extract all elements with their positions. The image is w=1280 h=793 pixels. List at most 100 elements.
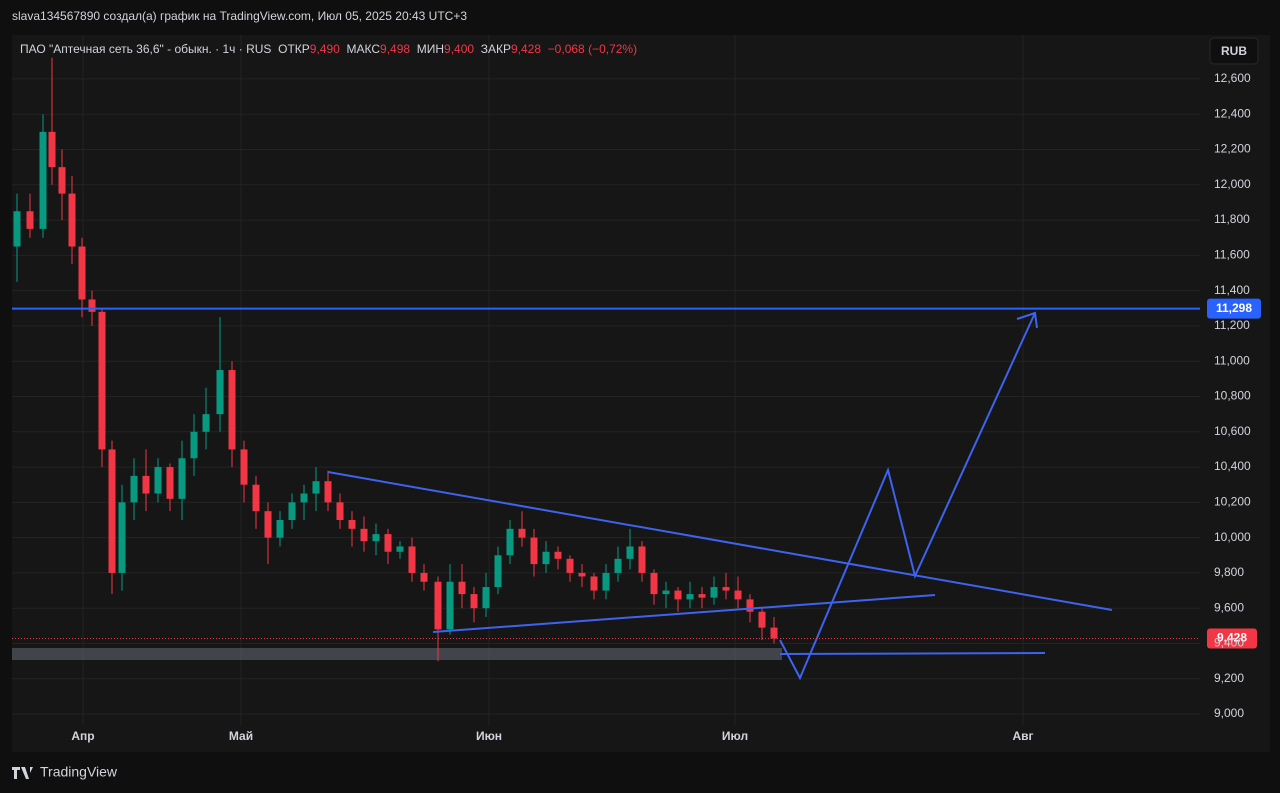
candle-body xyxy=(746,599,754,612)
candle-body xyxy=(300,493,308,503)
candle-body xyxy=(190,431,198,459)
candle-body xyxy=(710,587,718,598)
y-tick-label: 10,400 xyxy=(1214,459,1251,473)
candle-body xyxy=(372,534,380,542)
candle-body xyxy=(770,627,778,639)
arrow-head xyxy=(1016,311,1038,329)
y-tick-label: 9,400 xyxy=(1214,636,1244,650)
x-tick-label: Апр xyxy=(71,729,94,743)
logo-icon xyxy=(12,767,33,779)
candle-body xyxy=(154,467,162,494)
last-price-label: 9,428 xyxy=(1217,631,1247,645)
candle-body xyxy=(662,590,670,595)
candle-body xyxy=(396,546,404,552)
candle-body xyxy=(48,131,56,168)
candle-body xyxy=(166,467,174,499)
y-tick-label: 11,600 xyxy=(1214,248,1250,262)
candle-body xyxy=(360,528,368,542)
brand: TradingView xyxy=(40,764,118,780)
candle-body xyxy=(228,370,236,450)
candle-body xyxy=(458,581,466,595)
candle-body xyxy=(590,576,598,591)
change-pct: (−0,72%) xyxy=(588,42,638,56)
candle-body xyxy=(118,502,126,573)
candle-body xyxy=(13,211,21,247)
candle-body xyxy=(614,558,622,573)
y-tick-label: 10,600 xyxy=(1214,424,1251,438)
candle-body xyxy=(674,590,682,600)
last-price-tag xyxy=(1207,628,1257,649)
open-label: ОТКР xyxy=(278,42,310,56)
candle-body xyxy=(336,502,344,520)
chart-title: slava134567890 создал(а) график на Tradi… xyxy=(12,9,467,23)
drawings xyxy=(327,311,1113,681)
candle-body xyxy=(240,449,248,485)
candle-body xyxy=(434,581,442,630)
candle-body xyxy=(446,581,454,630)
time-axis xyxy=(12,725,1200,752)
x-tick-label: Июн xyxy=(476,729,502,743)
x-tick-label: Авг xyxy=(1012,729,1033,743)
overlay: 11,298 9,428 xyxy=(12,298,1261,649)
candle-body xyxy=(758,611,766,628)
candle-body xyxy=(142,475,150,494)
y-tick-label: 11,400 xyxy=(1214,283,1250,297)
candles xyxy=(13,57,778,662)
logo: TradingView xyxy=(12,764,118,780)
trend-line xyxy=(327,471,1113,611)
level-label: 11,298 xyxy=(1216,301,1252,315)
plot-area xyxy=(12,35,1200,725)
candle-body xyxy=(178,458,186,499)
y-tick-label: 9,800 xyxy=(1214,565,1244,579)
candle-body xyxy=(530,537,538,565)
candle-body xyxy=(108,449,116,573)
candle-body xyxy=(722,587,730,591)
y-tick-label: 10,200 xyxy=(1214,495,1251,509)
trend-line xyxy=(432,594,936,633)
y-tick-label: 11,800 xyxy=(1214,212,1250,226)
candle-body xyxy=(348,519,356,529)
x-tick-label: Июл xyxy=(722,729,748,743)
candle-body xyxy=(566,558,574,573)
candle-body xyxy=(68,193,76,247)
candle-body xyxy=(384,534,392,552)
candle-body xyxy=(506,528,514,556)
candle-body xyxy=(252,484,260,512)
high-label: МАКС xyxy=(346,42,381,56)
candle-body xyxy=(288,502,296,520)
candle-body xyxy=(686,594,694,600)
candle-body xyxy=(494,555,502,588)
y-tick-label: 9,200 xyxy=(1214,671,1244,685)
x-tick-label: Май xyxy=(229,729,253,743)
trend-line xyxy=(779,652,1046,655)
candle-body xyxy=(734,590,742,600)
change: −0,068 xyxy=(547,42,585,56)
y-tick-label: 12,400 xyxy=(1214,106,1251,120)
candle-body xyxy=(602,572,610,591)
candle-body xyxy=(578,572,586,577)
y-tick-label: 11,200 xyxy=(1214,318,1250,332)
candle-body xyxy=(324,481,332,503)
candle-body xyxy=(88,299,96,312)
candle-body xyxy=(130,475,138,503)
candle-body xyxy=(276,519,284,538)
volume-profile-strip xyxy=(12,648,782,660)
candle-body xyxy=(98,311,106,450)
candle-body xyxy=(420,572,428,582)
open-value: 9,490 xyxy=(309,42,340,56)
y-tick-label: 12,600 xyxy=(1214,71,1251,85)
legend: ПАО "Аптечная сеть 36,6" - обыкн. · 1ч ·… xyxy=(20,42,637,56)
candle-body xyxy=(202,414,210,432)
candle-body xyxy=(518,528,526,538)
close-label: ЗАКР xyxy=(480,42,511,56)
candle-body xyxy=(39,131,47,229)
candle-body xyxy=(26,211,34,229)
low-label: МИН xyxy=(416,42,445,56)
currency-box xyxy=(1209,37,1259,65)
candle-body xyxy=(626,546,634,559)
currency: RUB xyxy=(1221,44,1247,58)
y-tick-label: 10,800 xyxy=(1214,389,1251,403)
candle-body xyxy=(408,546,416,573)
